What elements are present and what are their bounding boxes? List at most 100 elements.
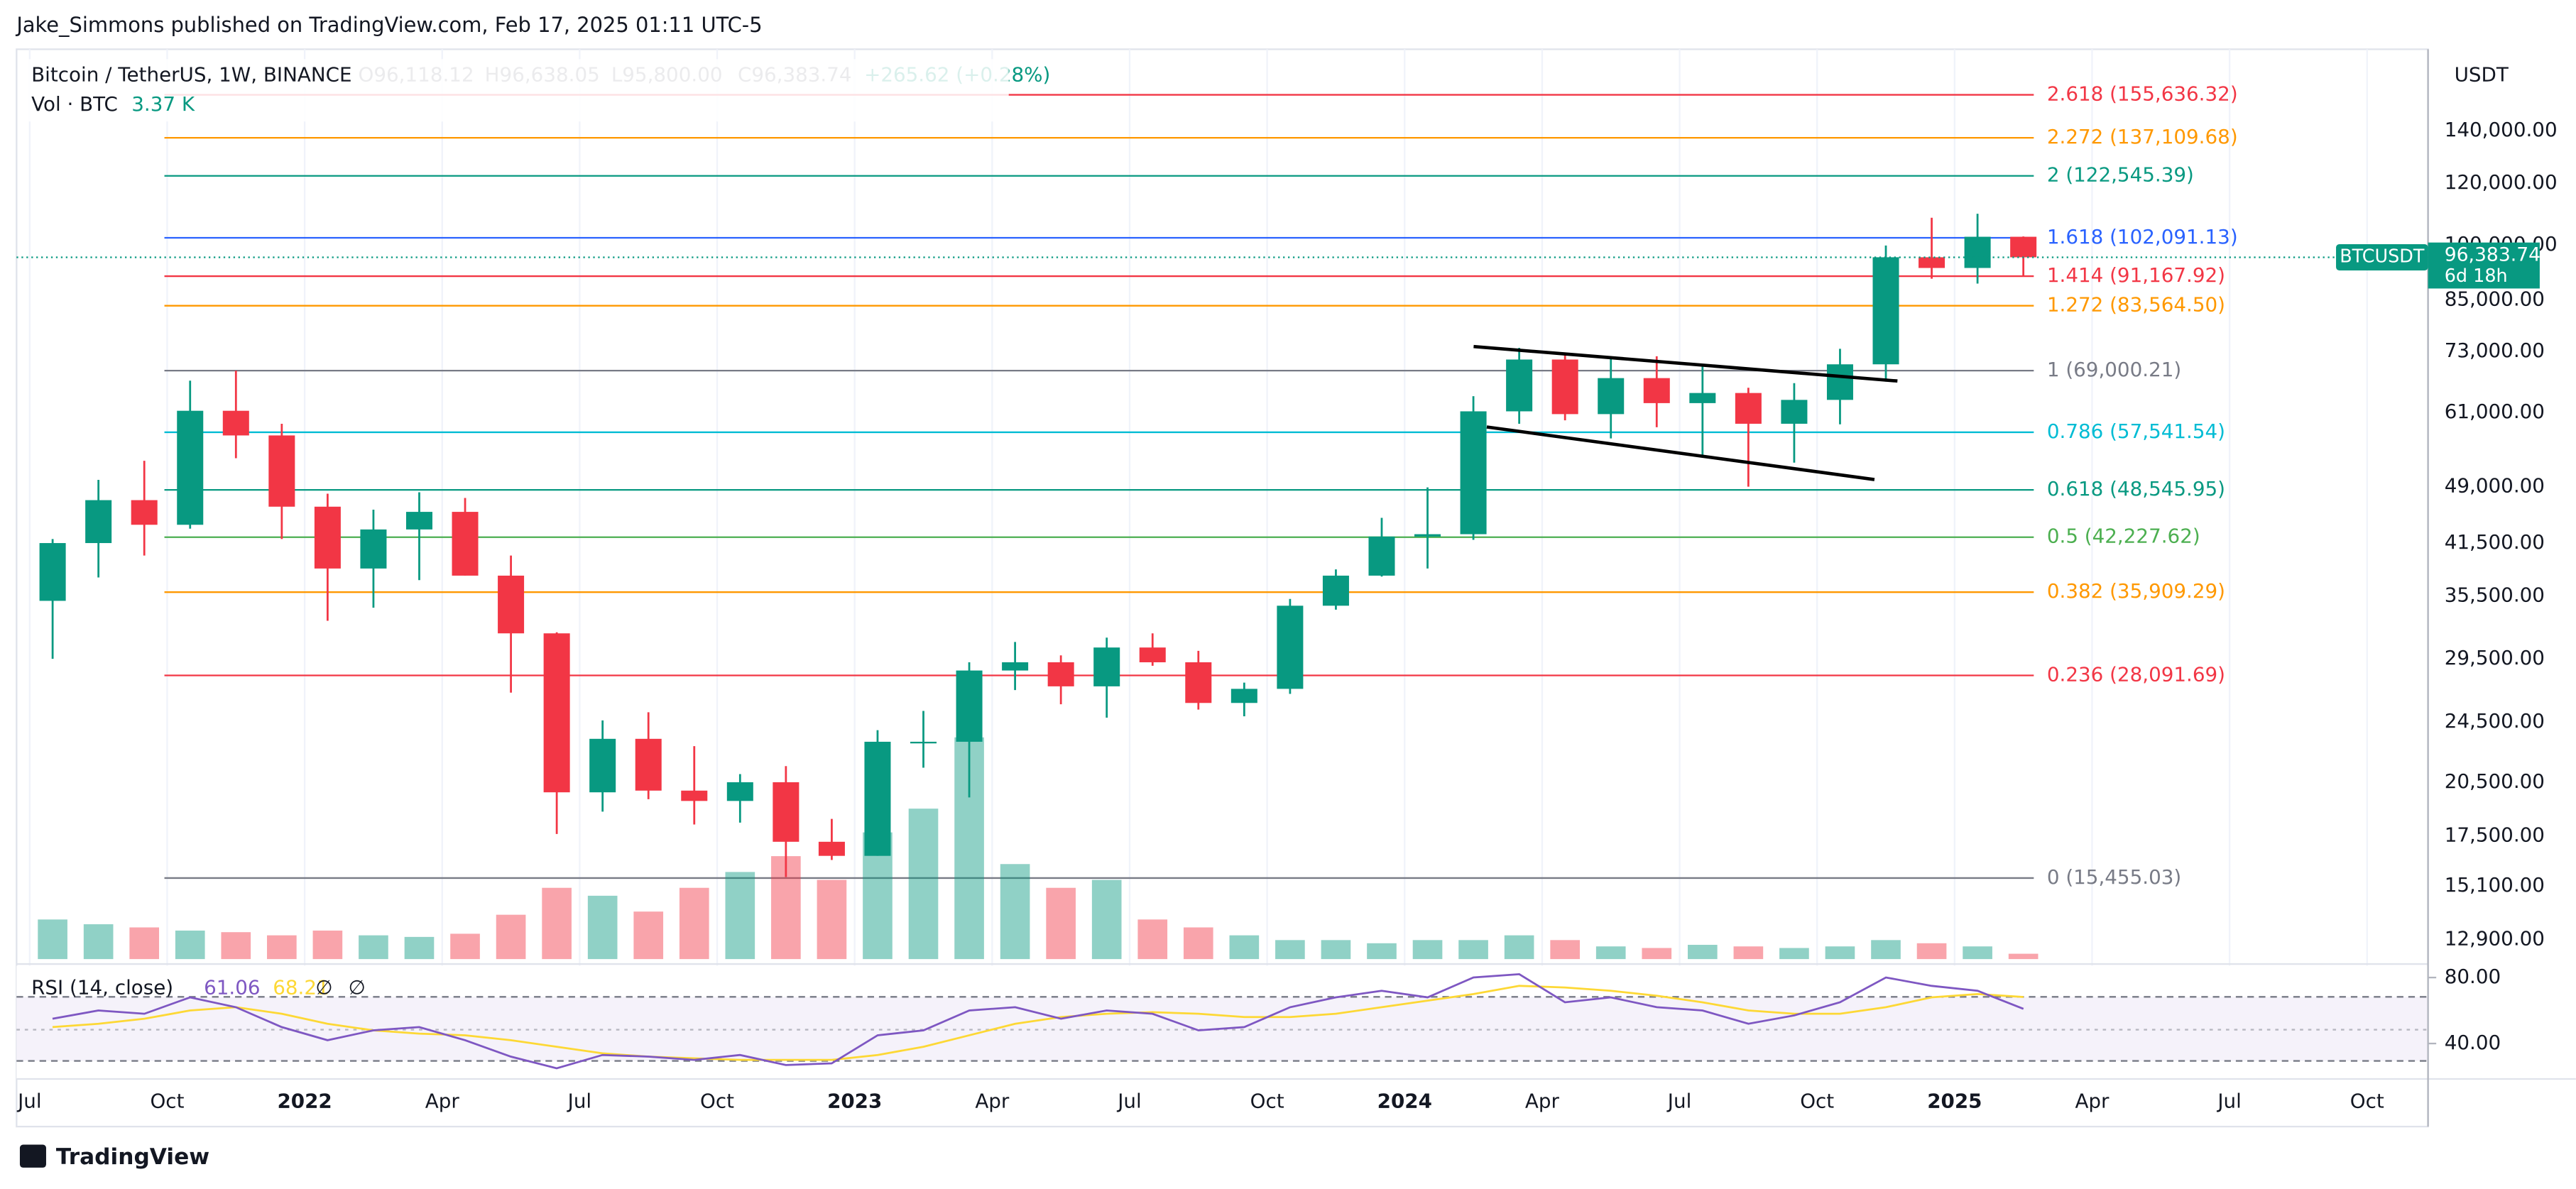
x-tick-label: Jul: [1666, 1089, 1691, 1112]
fib-level-label: 0.618 (48,545.95): [2047, 477, 2225, 500]
rsi-extra: ∅: [315, 976, 332, 999]
candle-body: [222, 410, 249, 436]
x-tick-label: Jul: [2216, 1089, 2241, 1112]
rsi-line: [52, 972, 2024, 1070]
x-tick-label: Oct: [150, 1089, 184, 1112]
price-tag: [2428, 242, 2540, 289]
candle-body: [360, 529, 387, 569]
candle-body: [452, 512, 479, 576]
marks-layer: [16, 94, 2428, 1070]
volume-bar: [312, 930, 343, 960]
volume-bar: [817, 880, 847, 960]
labels-layer: 140,000.00120,000.00100,000.0085,000.007…: [16, 62, 2558, 1112]
y-tick-label: 41,500.00: [2445, 530, 2545, 554]
volume-bar: [1642, 948, 1672, 960]
x-tick-label: 2023: [827, 1089, 882, 1112]
candle-body: [1689, 393, 1716, 403]
fib-level-label: 0.786 (57,541.54): [2047, 420, 2225, 443]
volume-bar: [587, 895, 618, 960]
volume-bar: [679, 887, 709, 960]
volume-bar: [1733, 946, 1764, 960]
fib-level-label: 0.382 (35,909.29): [2047, 579, 2225, 603]
fib-level-label: 1.272 (83,564.50): [2047, 293, 2225, 317]
volume-bar: [1595, 946, 1626, 960]
volume-bar: [1321, 940, 1351, 960]
volume-bar: [496, 914, 526, 960]
candle-body: [1826, 364, 1853, 400]
x-tick-label: 2022: [278, 1089, 332, 1112]
volume-bar: [1779, 948, 1809, 960]
x-tick-label: Jul: [16, 1089, 41, 1112]
y-tick-label: 49,000.00: [2445, 474, 2545, 498]
volume-bar: [1000, 864, 1030, 960]
x-tick-label: Oct: [1800, 1089, 1834, 1112]
candle-body: [1735, 393, 1762, 424]
candle-body: [405, 512, 432, 530]
x-tick-label: Apr: [975, 1089, 1010, 1112]
price-tag-text: 96,383.74: [2445, 244, 2540, 266]
candle-body: [910, 741, 937, 744]
candle-body: [543, 633, 570, 793]
volume-value: 3.37 K: [131, 92, 195, 116]
volume-bar: [1367, 943, 1397, 960]
volume-bar: [1275, 940, 1305, 960]
volume-bar: [1412, 940, 1443, 960]
volume-bar: [129, 927, 160, 960]
candle-body: [1277, 606, 1304, 689]
volume-bar: [1229, 935, 1260, 960]
fib-level-label: 0.236 (28,091.69): [2047, 662, 2225, 686]
volume-bar: [1046, 887, 1076, 960]
candle-body: [726, 782, 753, 801]
rsi-value: 61.06: [204, 976, 260, 999]
y-tick-label: 24,500.00: [2445, 709, 2545, 733]
volume-bar: [1916, 943, 1947, 960]
x-tick-label: Oct: [2350, 1089, 2384, 1112]
fib-level-label: 0 (15,455.03): [2047, 865, 2181, 889]
brand-name: TradingView: [56, 1144, 209, 1170]
volume-bar: [542, 887, 572, 960]
candle-body: [85, 500, 112, 544]
candle-body: [1093, 647, 1120, 686]
y-tick-label: 140,000.00: [2445, 118, 2558, 141]
candle-body: [1506, 359, 1533, 412]
volume-bar: [450, 933, 480, 960]
volume-title: Vol · BTC: [31, 92, 118, 116]
rsi-tick-label: 40.00: [2445, 1031, 2501, 1054]
candle-body: [1919, 257, 1945, 268]
x-tick-label: Jul: [567, 1089, 591, 1112]
candle-body: [956, 670, 983, 742]
publisher-line: Jake_Simmons published on TradingView.co…: [15, 13, 762, 37]
y-tick-label: 120,000.00: [2445, 170, 2558, 194]
fib-level-label: 0.5 (42,227.62): [2047, 525, 2200, 548]
volume-bar: [267, 935, 297, 960]
y-tick-label: 35,500.00: [2445, 583, 2545, 607]
volume-bar: [1137, 919, 1168, 960]
volume-bar: [83, 924, 114, 960]
rsi-ma-value: 68.21: [273, 976, 329, 999]
candle-body: [498, 575, 525, 634]
symbol-tag: [2336, 243, 2428, 270]
volume-bar: [404, 936, 435, 960]
volume-bar: [175, 930, 205, 960]
y-tick-label: 15,100.00: [2445, 873, 2545, 897]
candle-body: [1414, 534, 1441, 537]
trend-line-lower: [1486, 425, 1875, 481]
y-tick-label: 17,500.00: [2445, 823, 2545, 847]
candle-body: [131, 500, 158, 525]
volume-bar: [1687, 945, 1718, 960]
volume-bar: [1091, 880, 1122, 960]
y-tick-label: 20,500.00: [2445, 769, 2545, 793]
x-tick-label: Oct: [700, 1089, 734, 1112]
fib-level-label: 2.618 (155,636.32): [2047, 82, 2238, 106]
volume-bar: [221, 932, 251, 960]
currency-label: USDT: [2455, 62, 2509, 86]
candle-body: [314, 506, 341, 569]
volume-bar: [1963, 946, 1992, 960]
candle-body: [635, 738, 662, 791]
candle-body: [818, 841, 845, 856]
candle-body: [589, 738, 616, 793]
x-tick-label: Oct: [1250, 1089, 1284, 1112]
volume-bar: [908, 809, 939, 960]
candle-body: [1964, 236, 1991, 268]
